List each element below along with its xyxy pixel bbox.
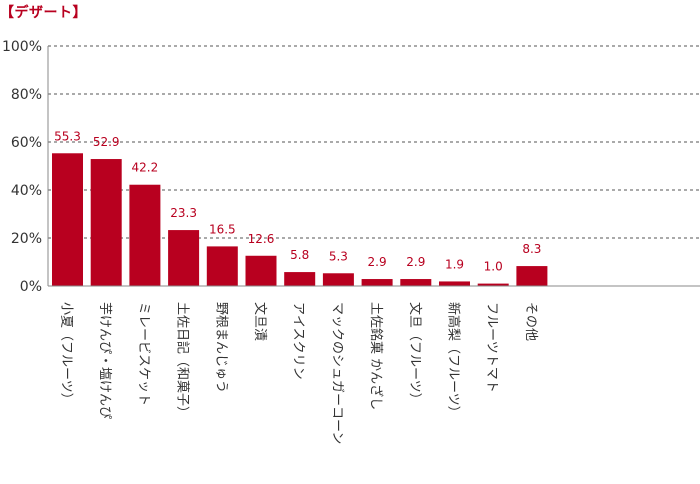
bar bbox=[516, 266, 548, 286]
category-labels: 小夏（フルーツ） 芋けんぴ・塩けんぴ ミレービスケット 土佐日記（和菓子） 野根まんじゅ… bbox=[59, 302, 538, 444]
bar-value-label: 2.9 bbox=[368, 255, 387, 269]
bar-value-label: 5.3 bbox=[329, 249, 348, 263]
category-label: 野根まんじゅう bbox=[213, 302, 228, 393]
bar-value-label: 2.9 bbox=[406, 255, 425, 269]
bar bbox=[129, 184, 161, 286]
bar bbox=[52, 153, 83, 286]
y-axis-ticks: 0% 20% 40% 60% 80% 100% bbox=[2, 39, 42, 295]
category-label: 新高梨（フルーツ） bbox=[446, 302, 462, 419]
category-label: 文旦（フルーツ） bbox=[407, 302, 422, 406]
category-label: 土佐日記（和菓子） bbox=[175, 302, 191, 419]
bar-value-label: 12.6 bbox=[248, 232, 275, 246]
bar-value-label: 1.9 bbox=[445, 257, 464, 271]
bar bbox=[400, 279, 432, 286]
y-tick-label: 20% bbox=[11, 231, 42, 247]
axes bbox=[47, 46, 700, 287]
bar-value-label: 1.0 bbox=[484, 260, 503, 274]
bars bbox=[52, 153, 548, 286]
category-label: フルーツトマト bbox=[484, 302, 499, 393]
category-label: 小夏（フルーツ） bbox=[59, 302, 74, 406]
y-tick-label: 60% bbox=[11, 135, 42, 151]
bar-value-label: 16.5 bbox=[209, 222, 236, 236]
bar bbox=[206, 246, 238, 286]
y-tick-label: 80% bbox=[11, 87, 42, 103]
y-tick-label: 100% bbox=[2, 39, 42, 55]
y-tick-label: 0% bbox=[20, 279, 42, 295]
bar-value-label: 42.2 bbox=[132, 161, 159, 175]
bar-value-label: 5.8 bbox=[290, 248, 309, 262]
bar bbox=[284, 272, 316, 286]
bar bbox=[245, 255, 277, 286]
bar bbox=[90, 159, 122, 286]
value-labels: 55.3 52.9 42.2 23.3 16.5 12.6 5.8 5.3 2.9 2.9 1.9 1… bbox=[54, 129, 541, 273]
bar-value-label: 55.3 bbox=[54, 129, 81, 143]
bar-value-label: 52.9 bbox=[93, 135, 120, 149]
category-label: 芋けんぴ・塩けんぴ bbox=[97, 302, 112, 419]
category-label: マックのシュガーコーン bbox=[329, 302, 344, 444]
category-label: その他 bbox=[523, 302, 538, 341]
category-label: 土佐銘菓 かんざし bbox=[368, 302, 384, 410]
bar-value-label: 23.3 bbox=[170, 206, 197, 220]
category-label: 文旦漬 bbox=[252, 302, 267, 341]
bar bbox=[477, 283, 509, 286]
bar bbox=[361, 279, 393, 286]
bar-value-label: 8.3 bbox=[522, 242, 541, 256]
bar bbox=[168, 230, 200, 286]
y-tick-label: 40% bbox=[11, 183, 42, 199]
category-label: ミレービスケット bbox=[136, 302, 151, 406]
category-label: アイスクリン bbox=[291, 302, 306, 380]
bar bbox=[322, 273, 354, 286]
bar bbox=[439, 281, 470, 286]
chart-title: 【デザート】 bbox=[0, 5, 87, 21]
